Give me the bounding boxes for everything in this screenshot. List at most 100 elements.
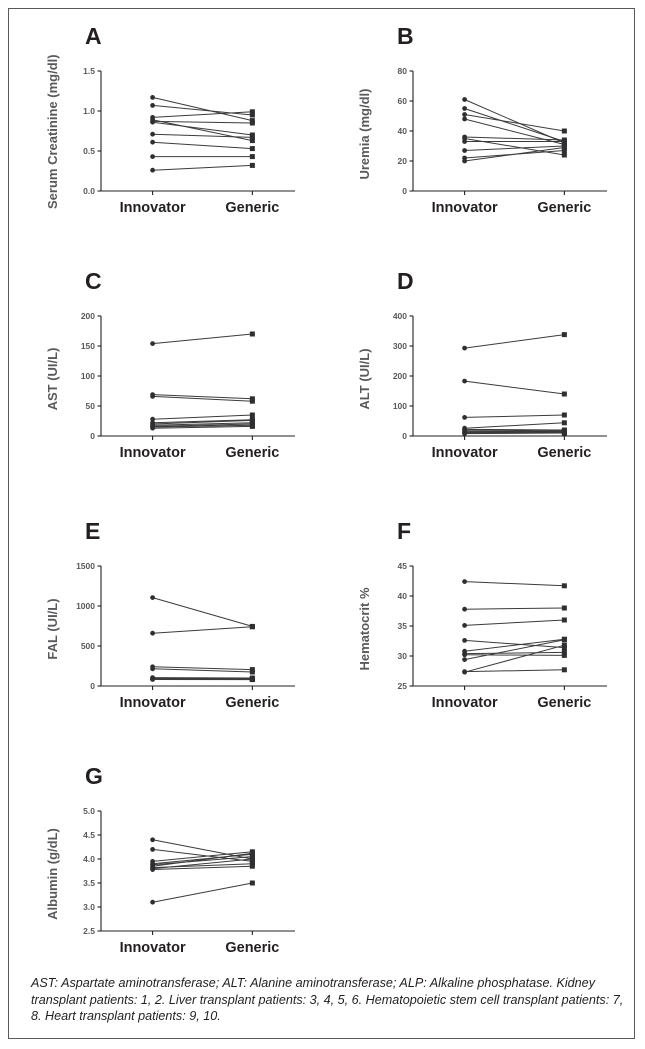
x-category-label-generic: Generic [537, 200, 591, 216]
series-line [462, 636, 567, 654]
x-category-label-generic: Generic [225, 695, 279, 711]
y-tick-label: 2.5 [83, 926, 95, 936]
y-tick-label: 400 [393, 311, 407, 321]
series-line [150, 624, 255, 636]
panel-b: B Uremia (mg/dl) 0 20 40 60 80 Innovator Generic [339, 19, 639, 259]
y-tick-label: 3.5 [83, 878, 95, 888]
series-line [462, 332, 567, 351]
x-category-label-generic: Generic [225, 940, 279, 956]
series-line [150, 394, 255, 404]
y-tick-label: 3.0 [83, 902, 95, 912]
x-category-label-generic: Generic [537, 695, 591, 711]
x-category-label-generic: Generic [537, 445, 591, 461]
y-tick-label: 0 [402, 186, 407, 196]
x-category-label-innovator: Innovator [432, 695, 498, 711]
y-tick-label: 100 [393, 401, 407, 411]
y-tick-label: 5.0 [83, 806, 95, 816]
y-tick-label: 0 [402, 431, 407, 441]
chart-b: 0 20 40 60 80 Innovator Generic [398, 66, 607, 216]
y-tick-label: 0 [90, 431, 95, 441]
series-line [462, 642, 567, 675]
panel-letter-g: G [85, 763, 103, 789]
series-line [150, 162, 255, 173]
y-tick-label: 40 [398, 126, 408, 136]
panel-letter-e: E [85, 518, 101, 544]
chart-c: 0 50 100 150 200 Innovator Generic [81, 311, 295, 461]
series-line [150, 863, 255, 872]
series-line [462, 412, 567, 420]
y-tick-label: 100 [81, 371, 95, 381]
plot-area-d: ALT (UI/L) 0 100 200 300 400 Innovator Generic [339, 304, 639, 504]
y-tick-label: 20 [398, 156, 408, 166]
panel-c: C AST (UI/L) 0 50 100 150 200 Innovator Generic [27, 264, 327, 504]
y-tick-label: 50 [86, 401, 96, 411]
series-line [150, 423, 255, 431]
series-line [462, 579, 567, 589]
y-tick-label: 80 [398, 66, 408, 76]
y-tick-label: 60 [398, 96, 408, 106]
series-line [462, 112, 567, 134]
x-category-label-innovator: Innovator [432, 445, 498, 461]
x-category-label-innovator: Innovator [120, 200, 186, 216]
series-line [150, 880, 255, 905]
series-line [150, 95, 255, 124]
series-line [150, 331, 255, 346]
series-line [150, 677, 255, 683]
series-line [150, 154, 255, 160]
series-line [150, 139, 255, 152]
series-line [150, 666, 255, 675]
plot-area-a: Serum Creatinine (mg/dl) 0.0 0.5 1.0 1.5 Inno… [27, 54, 327, 259]
panel-g: G Albumin (g/dL) 2.5 3.0 3.5 4.0 4.5 5.0 Innovat… [27, 759, 327, 999]
plot-area-c: AST (UI/L) 0 50 100 150 200 Innovator Generic [27, 304, 327, 504]
plot-area-g: Albumin (g/dL) 2.5 3.0 3.5 4.0 4.5 5.0 Innovato… [27, 799, 327, 999]
y-tick-label: 4.0 [83, 854, 95, 864]
series-line [462, 605, 567, 612]
figure-caption: AST: Aspartate aminotransferase; ALT: Al… [31, 976, 624, 1024]
plot-area-f: Hematocrit % 25 30 35 40 45 Innovator Generic [339, 554, 639, 754]
series-line [462, 617, 567, 628]
series-line [150, 412, 255, 422]
series-line [150, 103, 255, 118]
x-category-label-innovator: Innovator [120, 445, 186, 461]
y-tick-label: 30 [398, 651, 408, 661]
x-category-label-generic: Generic [225, 200, 279, 216]
series-line [462, 430, 567, 436]
panel-letter-d: D [397, 268, 414, 294]
y-tick-label: 200 [81, 311, 95, 321]
chart-a: 0.0 0.5 1.0 1.5 Innovator Generic [83, 66, 295, 216]
series-line [150, 131, 255, 140]
x-category-label-generic: Generic [225, 445, 279, 461]
x-category-label-innovator: Innovator [432, 200, 498, 216]
y-tick-label: 45 [398, 561, 408, 571]
series-line [462, 378, 567, 397]
series-line [150, 595, 255, 629]
y-tick-label: 1.5 [83, 66, 95, 76]
series-line [462, 145, 567, 164]
y-tick-label: 1.0 [83, 106, 95, 116]
panel-d: D ALT (UI/L) 0 100 200 300 400 Innovator Generic [339, 264, 639, 504]
panel-letter-c: C [85, 268, 102, 294]
chart-e: 0 500 1000 1500 Innovator Generic [76, 561, 295, 711]
panel-f: F Hematocrit % 25 30 35 40 45 Innovator Generic [339, 514, 639, 754]
y-tick-label: 1500 [76, 561, 95, 571]
plot-area-e: FAL (UI/L) 0 500 1000 1500 Innovator Generic [27, 554, 327, 754]
y-tick-label: 40 [398, 591, 408, 601]
panel-e: E FAL (UI/L) 0 500 1000 1500 Innovator Generic [27, 514, 327, 754]
panel-letter-a: A [85, 23, 102, 49]
y-tick-label: 1000 [76, 601, 95, 611]
y-tick-label: 150 [81, 341, 95, 351]
panel-letter-b: B [397, 23, 414, 49]
y-tick-label: 0 [90, 681, 95, 691]
series-line [462, 652, 567, 658]
y-tick-label: 25 [398, 681, 408, 691]
y-tick-label: 4.5 [83, 830, 95, 840]
chart-f: 25 30 35 40 45 Innovator Generic [398, 561, 607, 711]
panel-letter-f: F [397, 518, 412, 544]
series-line [150, 664, 255, 673]
y-tick-label: 300 [393, 341, 407, 351]
chart-g: 2.5 3.0 3.5 4.0 4.5 5.0 Innovator Generic [83, 806, 295, 956]
series-line [462, 139, 567, 144]
y-tick-label: 500 [81, 641, 95, 651]
y-tick-label: 0.0 [83, 186, 95, 196]
x-category-label-innovator: Innovator [120, 695, 186, 711]
